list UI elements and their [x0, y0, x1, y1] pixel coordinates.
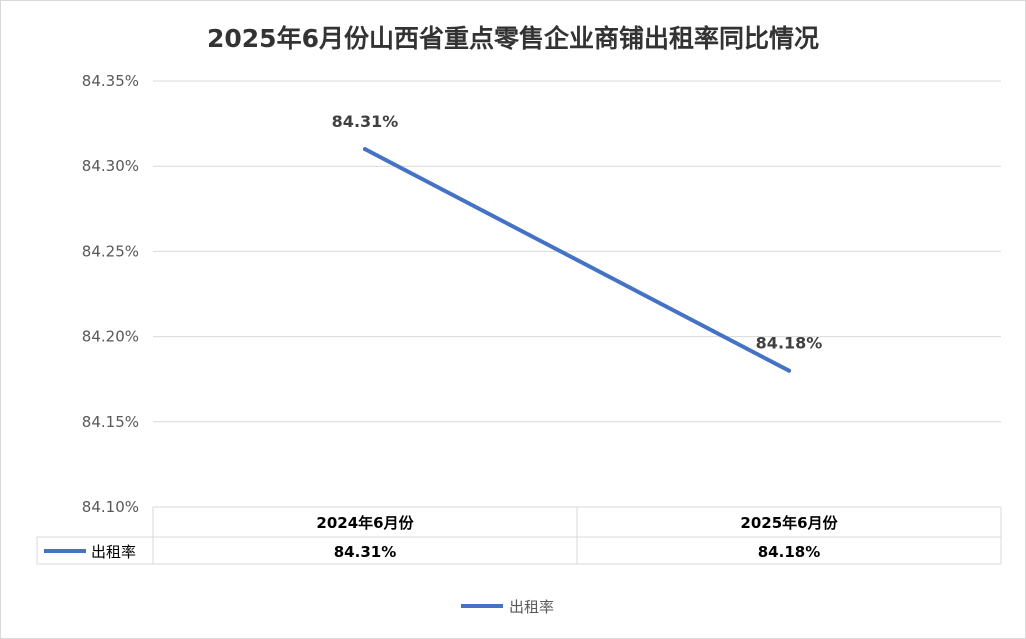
data-point: [363, 147, 367, 152]
y-tick-label: 84.30%: [82, 157, 139, 175]
y-tick-label: 84.25%: [82, 242, 139, 260]
table-series-name: 出租率: [91, 543, 136, 561]
x-category-label: 2025年6月份: [740, 514, 838, 532]
table-value: 84.18%: [758, 543, 820, 561]
chart-title: 2025年6月份山西省重点零售企业商铺出租率同比情况: [207, 24, 819, 53]
x-category-label: 2024年6月份: [316, 514, 414, 532]
y-tick-label: 84.10%: [82, 498, 139, 516]
series-line-0: [363, 147, 791, 373]
legend-label: 出租率: [509, 598, 554, 616]
data-point: [787, 368, 791, 373]
y-tick-label: 84.35%: [82, 72, 139, 90]
y-tick-label: 84.20%: [82, 328, 139, 346]
data-label: 84.31%: [332, 112, 399, 131]
table-value: 84.31%: [334, 543, 396, 561]
data-label: 84.18%: [756, 334, 823, 353]
y-tick-label: 84.15%: [82, 413, 139, 431]
